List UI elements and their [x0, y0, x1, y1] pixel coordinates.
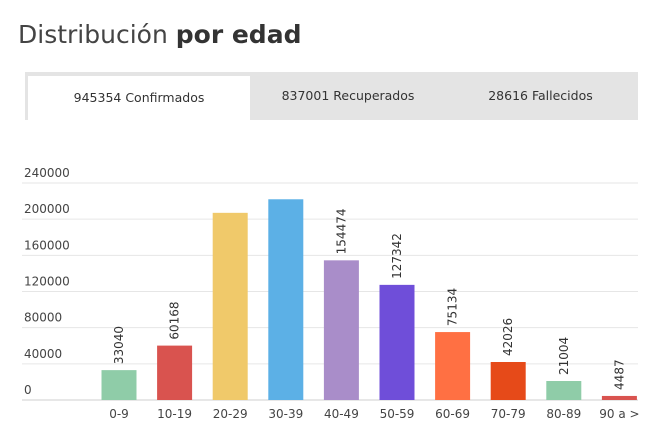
bar: [546, 381, 582, 400]
x-tick-label: 90 a >: [599, 407, 639, 421]
data-label: 33040: [112, 326, 126, 364]
x-tick-label: 70-79: [491, 407, 526, 421]
x-tick-label: 30-39: [268, 407, 303, 421]
y-tick-label: 200000: [24, 202, 70, 216]
y-tick-label: 0: [24, 383, 32, 397]
bar: [212, 212, 248, 400]
data-label: 42026: [501, 318, 515, 356]
y-tick-label: 40000: [24, 347, 62, 361]
data-label: 127342: [390, 233, 404, 279]
data-label: 75134: [446, 288, 460, 326]
data-label: 4487: [612, 359, 626, 390]
bar: [435, 332, 471, 400]
x-tick-label: 60-69: [435, 407, 470, 421]
x-tick-label: 20-29: [213, 407, 248, 421]
data-label: 154474: [334, 209, 348, 255]
x-tick-label: 10-19: [157, 407, 192, 421]
x-tick-label: 80-89: [546, 407, 581, 421]
y-tick-label: 240000: [24, 166, 70, 180]
y-tick-label: 120000: [24, 275, 70, 289]
data-label: 21004: [557, 337, 571, 375]
tab-bar: 945354 Confirmados 837001 Recuperados 28…: [25, 72, 638, 120]
title-bold: por edad: [175, 20, 302, 49]
bar: [268, 199, 304, 400]
y-tick-label: 160000: [24, 238, 70, 252]
y-tick-label: 80000: [24, 311, 62, 325]
data-label: 60168: [168, 301, 182, 339]
bar: [323, 260, 359, 400]
tab-recuperados[interactable]: 837001 Recuperados: [281, 88, 415, 103]
tab-fallecidos[interactable]: 28616 Fallecidos: [488, 88, 593, 103]
page-title: Distribución por edad: [18, 20, 301, 49]
x-tick-label: 40-49: [324, 407, 359, 421]
bar: [490, 362, 526, 400]
x-tick-label: 50-59: [380, 407, 415, 421]
bar: [601, 395, 637, 400]
x-tick-label: 0-9: [109, 407, 129, 421]
bar: [157, 345, 193, 400]
bar: [101, 370, 137, 400]
tab-confirmados[interactable]: 945354 Confirmados: [28, 76, 250, 120]
bar: [379, 284, 415, 400]
title-regular: Distribución: [18, 20, 176, 49]
